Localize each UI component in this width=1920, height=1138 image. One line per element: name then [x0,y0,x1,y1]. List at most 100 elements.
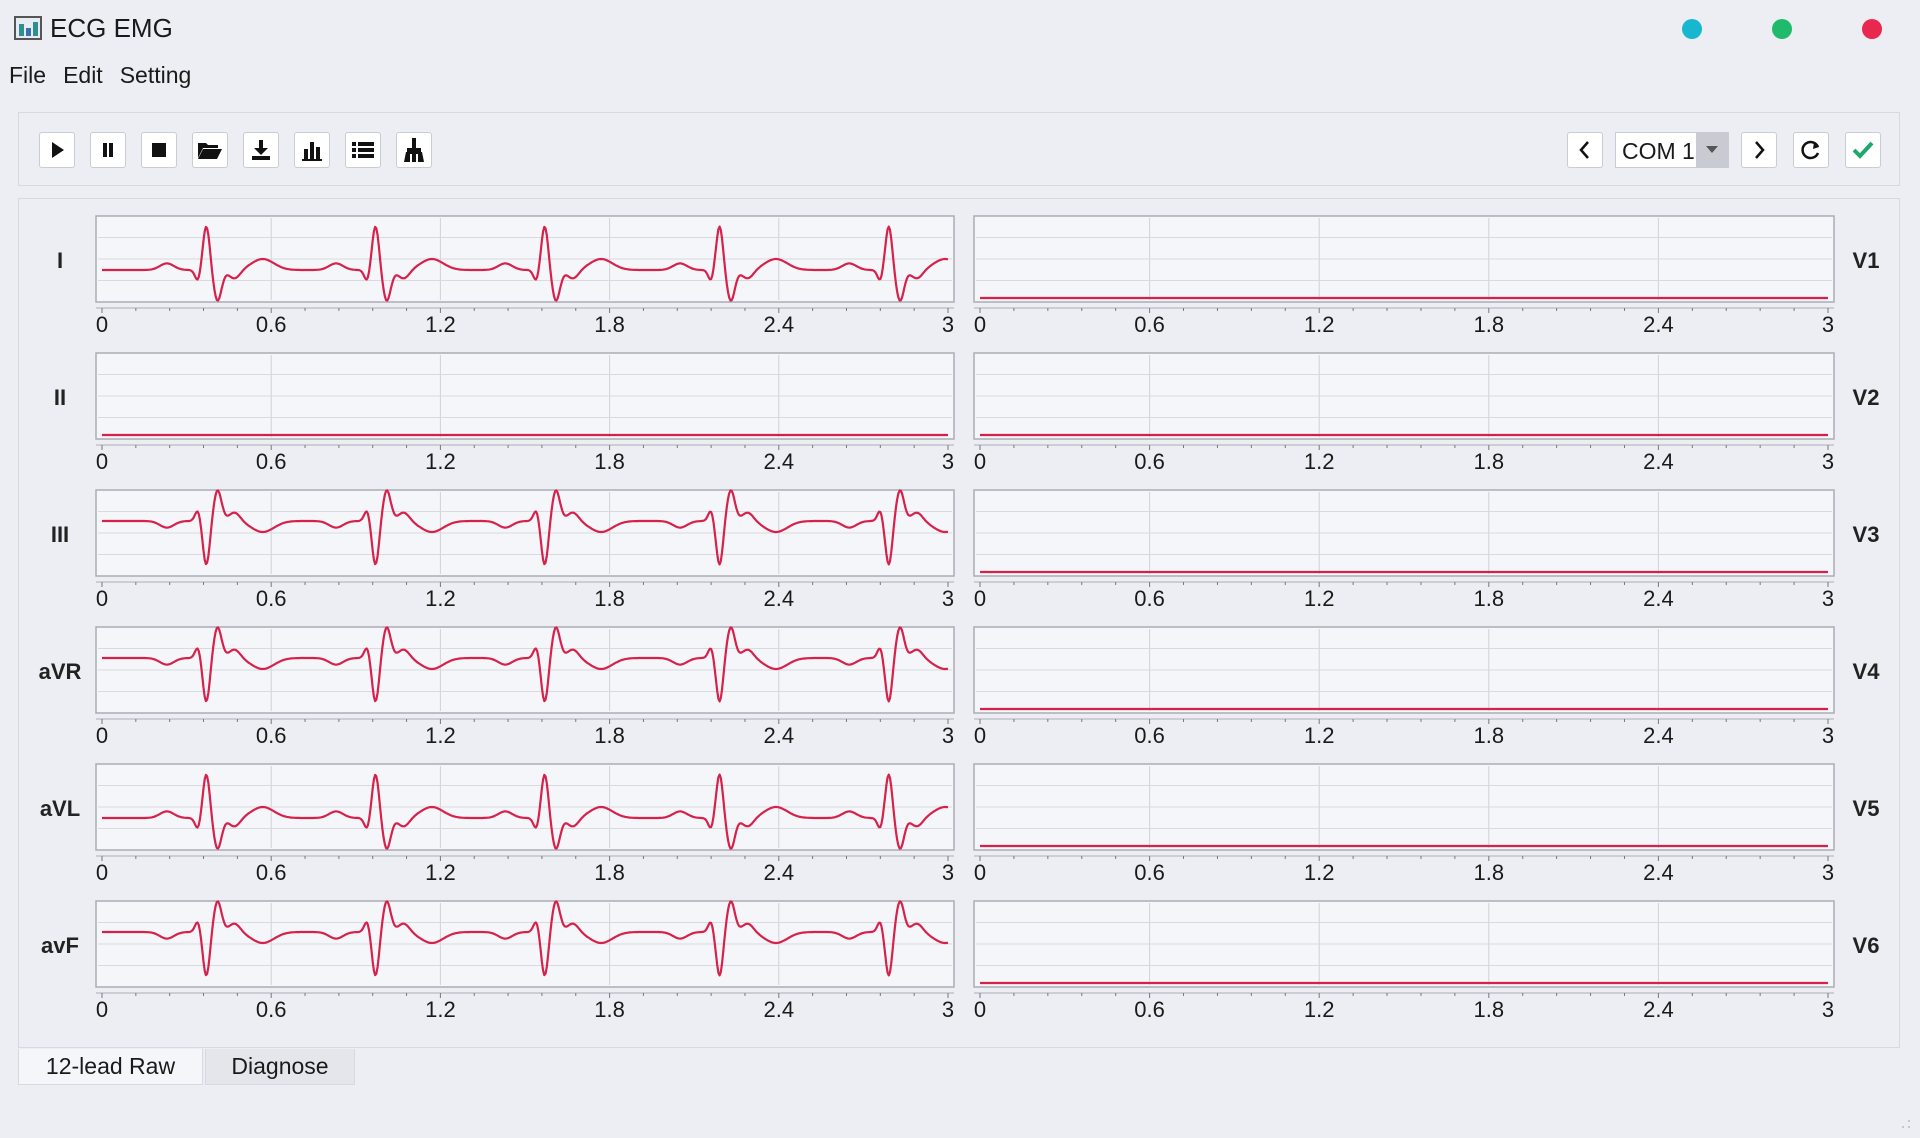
close-button[interactable] [1862,19,1882,39]
x-tick-label: 0.6 [1134,312,1165,337]
download-button[interactable] [243,132,279,168]
open-file-button[interactable] [192,132,228,168]
chevron-down-icon [1696,133,1728,167]
x-tick-label: 1.2 [1304,723,1335,748]
x-tick-label: 3 [1822,723,1834,748]
x-tick-label: 1.8 [1474,449,1505,474]
lead-trace-aVR [102,626,949,703]
x-tick-label: 1.8 [1474,997,1505,1022]
menu-edit[interactable]: Edit [63,62,103,88]
statistics-button[interactable] [294,132,330,168]
x-tick-label: 2.4 [764,586,795,611]
x-tick-label: 3 [942,449,954,474]
x-tick-label: 0 [96,997,108,1022]
lead-label: I [57,248,63,273]
play-button[interactable] [39,132,75,168]
chevron-left-icon [1579,141,1589,159]
pause-button[interactable] [90,132,126,168]
x-tick-label: 2.4 [764,723,795,748]
x-tick-label: 1.2 [1304,586,1335,611]
menu-file[interactable]: File [9,62,47,88]
x-tick-label: 0 [96,312,108,337]
list-icon [352,142,374,158]
menu-setting[interactable]: Setting [119,62,192,88]
x-tick-label: 0.6 [1134,860,1165,885]
lead-trace-avF [102,900,949,977]
next-port-button[interactable] [1741,132,1777,168]
broom-icon [404,138,424,162]
x-tick-label: 1.8 [594,860,625,885]
connect-button[interactable] [1845,132,1881,168]
lead-label: aVL [40,796,80,821]
bar-chart-icon [302,142,322,161]
x-tick-label: 3 [942,860,954,885]
x-tick-label: 1.2 [425,860,456,885]
x-tick-label: 0 [96,586,108,611]
x-tick-label: 0.6 [1134,997,1165,1022]
x-tick-label: 1.2 [1304,860,1335,885]
refresh-button[interactable] [1793,132,1829,168]
x-tick-label: 0.6 [1134,586,1165,611]
title-bar: ECG EMG [0,0,1920,58]
x-tick-label: 2.4 [1643,586,1674,611]
toolbar: COM 1 [18,112,1900,186]
x-tick-label: 0.6 [256,997,287,1022]
x-tick-label: 1.8 [594,723,625,748]
tab-diagnose[interactable]: Diagnose [205,1049,355,1085]
x-tick-label: 0 [974,586,986,611]
x-tick-label: 1.8 [594,312,625,337]
menu-bar: File Edit Setting [0,58,199,94]
stop-icon [152,143,166,157]
com-port-select[interactable]: COM 1 [1615,132,1729,168]
x-tick-label: 2.4 [1643,860,1674,885]
maximize-button[interactable] [1772,19,1792,39]
x-tick-label: 3 [942,586,954,611]
x-tick-label: 1.2 [425,586,456,611]
x-tick-label: 0 [96,449,108,474]
x-tick-label: 0.6 [256,312,287,337]
lead-label: V1 [1853,248,1880,273]
download-icon [252,140,270,160]
x-tick-label: 1.8 [594,586,625,611]
chevron-right-icon [1755,141,1765,159]
lead-label: III [51,522,69,547]
x-tick-label: 1.2 [425,449,456,474]
lead-label: V4 [1853,659,1881,684]
lead-trace-III [102,489,949,566]
lead-label: V6 [1853,933,1880,958]
ecg-lead-grid: 0 0.6 1.2 1.8 2.4 3 I 0 0.6 1.2 1.8 2.4 3 II 0 0.6 1.2 1.… [39,215,1881,1022]
clear-button[interactable] [396,132,432,168]
x-tick-label: 3 [1822,449,1834,474]
x-tick-label: 3 [942,997,954,1022]
stop-button[interactable] [141,132,177,168]
resize-grip-icon[interactable] [1900,1118,1912,1130]
lead-label: avF [41,933,79,958]
x-tick-label: 2.4 [1643,312,1674,337]
x-tick-label: 2.4 [1643,997,1674,1022]
minimize-button[interactable] [1682,19,1702,39]
x-tick-label: 1.2 [425,723,456,748]
folder-open-icon [198,143,222,159]
lead-trace-I [102,225,949,302]
list-button[interactable] [345,132,381,168]
app-logo-icon [14,16,42,40]
x-tick-label: 1.8 [594,449,625,474]
x-tick-label: 2.4 [1643,449,1674,474]
x-tick-label: 3 [1822,312,1834,337]
x-tick-label: 1.8 [1474,586,1505,611]
x-tick-label: 1.2 [425,312,456,337]
x-tick-label: 3 [942,312,954,337]
x-tick-label: 1.8 [594,997,625,1022]
x-tick-label: 0.6 [256,586,287,611]
previous-port-button[interactable] [1567,132,1603,168]
x-tick-label: 0 [974,723,986,748]
tab-12-lead-raw[interactable]: 12-lead Raw [18,1049,203,1085]
lead-label: II [54,385,66,410]
check-icon [1852,141,1874,159]
pause-icon [103,143,113,157]
x-tick-label: 1.2 [1304,312,1335,337]
x-tick-label: 3 [1822,586,1834,611]
window-title: ECG EMG [50,13,173,43]
com-port-value: COM 1 [1622,138,1695,164]
x-tick-label: 0.6 [256,449,287,474]
